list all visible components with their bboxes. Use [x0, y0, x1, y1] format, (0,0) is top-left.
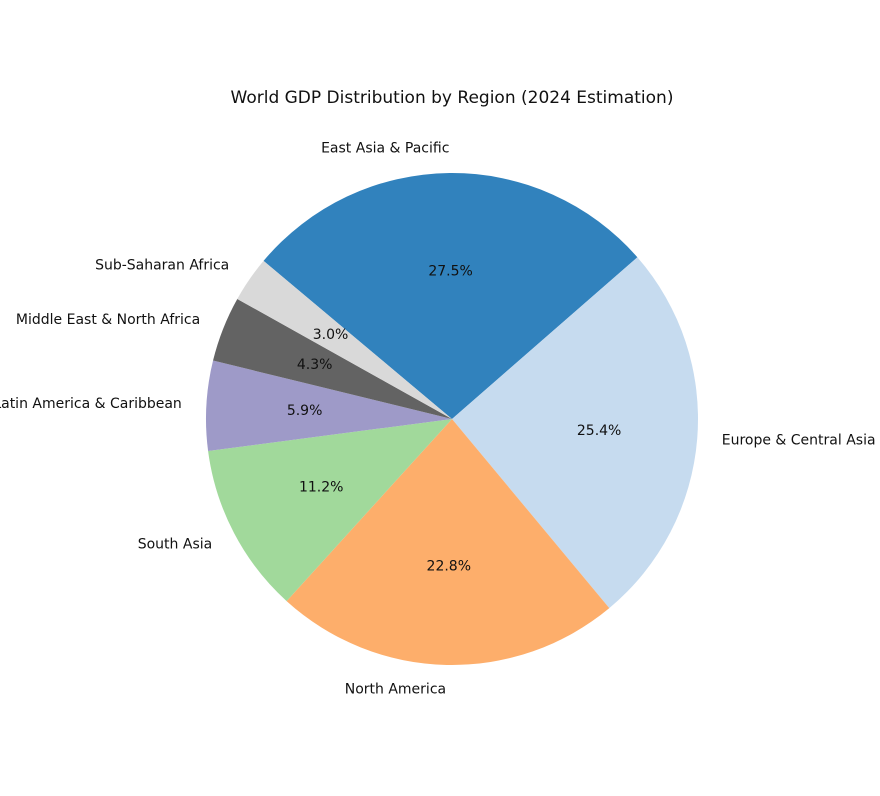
pie-slice-east-asia-and-pacific [263, 173, 638, 419]
pie-labels: East Asia & Pacific 27.5% Europe & Central… [0, 140, 876, 697]
pie-slice-europe-and-central-asia [452, 257, 698, 609]
slice-label-middle-east-and-north-africa: Middle East & North Africa [16, 312, 200, 328]
slice-label-south-asia: South Asia [138, 536, 212, 552]
slice-label-north-america: North America [345, 682, 446, 698]
pie-slice-north-america [286, 419, 610, 665]
pie-slice-south-asia [208, 419, 452, 602]
slice-label-latin-america-and-caribbean: Latin America & Caribbean [0, 396, 182, 412]
pct-label-east-asia-and-pacific: 27.5% [428, 263, 472, 279]
pie-slice-middle-east-and-north-africa [213, 298, 452, 419]
pie-slice-sub-saharan-africa [237, 260, 452, 419]
pct-label-sub-saharan-africa: 3.0% [313, 327, 349, 343]
pct-label-north-america: 22.8% [427, 559, 471, 575]
pie-slice-latin-america-and-caribbean [206, 360, 452, 451]
pct-label-latin-america-and-caribbean: 5.9% [287, 403, 323, 419]
chart-title: World GDP Distribution by Region (2024 E… [231, 88, 674, 108]
slice-label-east-asia-and-pacific: East Asia & Pacific [321, 140, 449, 156]
slice-label-europe-and-central-asia: Europe & Central Asia [722, 433, 876, 449]
pie-slices [206, 173, 698, 665]
slice-label-sub-saharan-africa: Sub-Saharan Africa [95, 257, 229, 273]
pct-label-europe-and-central-asia: 25.4% [577, 423, 621, 439]
pct-label-middle-east-and-north-africa: 4.3% [297, 357, 333, 373]
pct-label-south-asia: 11.2% [299, 479, 343, 495]
